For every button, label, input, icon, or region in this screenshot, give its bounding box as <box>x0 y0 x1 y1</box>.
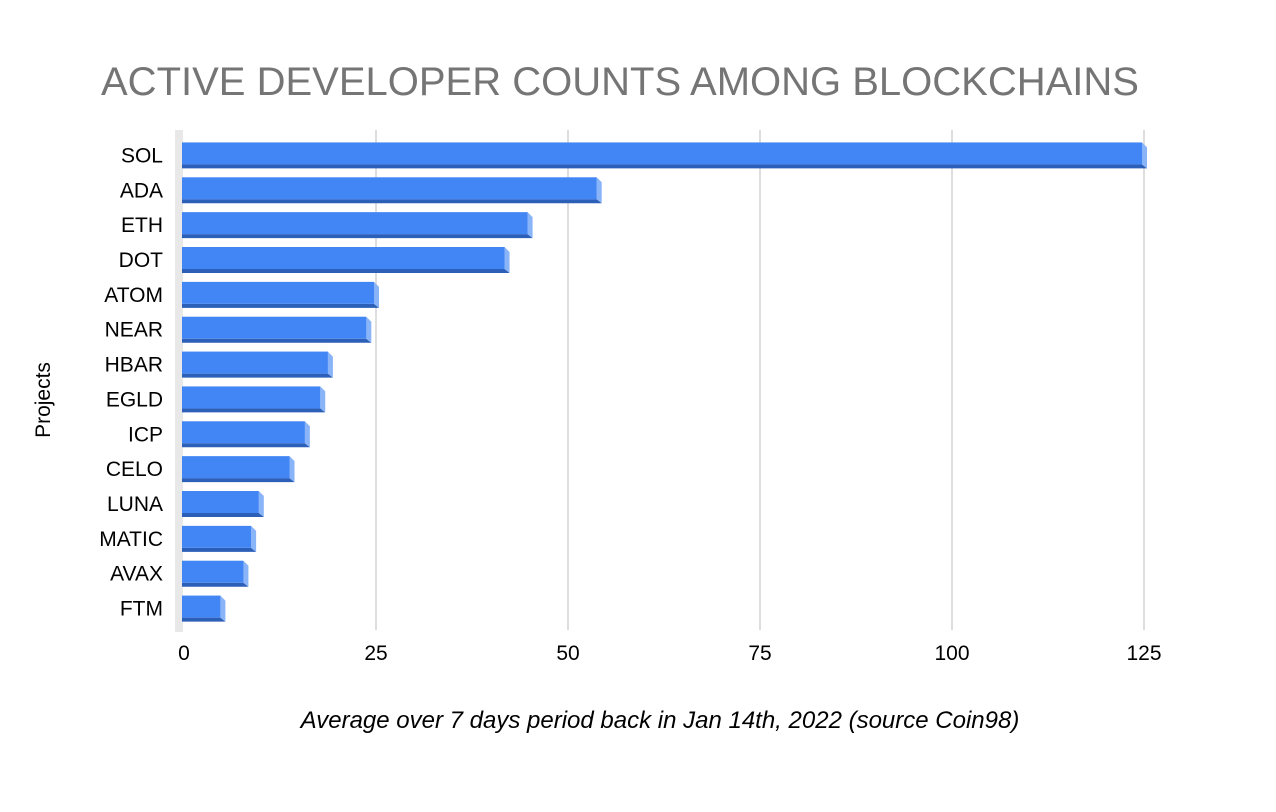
bar-face <box>182 560 244 583</box>
bar-near <box>182 316 372 343</box>
x-tick-label: 125 <box>1126 642 1161 665</box>
bar-cap <box>304 421 310 448</box>
bar-face <box>182 281 374 304</box>
category-label: NEAR <box>105 319 163 342</box>
bar-face <box>182 595 221 618</box>
bar-shadow <box>182 338 372 343</box>
bar-cap <box>527 212 533 239</box>
category-label: LUNA <box>107 493 163 516</box>
y-axis-title: Projects <box>32 362 55 438</box>
category-label: EGLD <box>106 388 163 411</box>
bar-cap <box>258 491 264 517</box>
bar-face <box>182 421 305 444</box>
x-tick-label: 25 <box>364 642 387 665</box>
bar-shadow <box>182 617 226 622</box>
category-label: CELO <box>106 458 163 481</box>
bar-luna <box>182 491 264 517</box>
bar-shadow <box>182 269 510 273</box>
axis-floor-wall <box>175 130 183 632</box>
bar-atom <box>182 281 379 308</box>
bar-shadow <box>182 443 310 448</box>
bar-face <box>182 247 505 269</box>
bar-shadow <box>182 234 533 239</box>
bar-face <box>182 491 259 513</box>
bar-ada <box>182 177 602 204</box>
bar-egld <box>182 386 326 413</box>
x-tick-labels: 0 25 50 75 100 125 <box>178 642 1161 665</box>
bar-face <box>182 386 321 409</box>
bar-matic <box>182 525 257 552</box>
category-label: ATOM <box>104 284 163 307</box>
bar-hbar <box>182 351 333 378</box>
bar-shadow <box>182 513 264 517</box>
bar-cap <box>251 525 257 552</box>
bar-cap <box>1142 142 1147 169</box>
category-label: AVAX <box>110 563 163 586</box>
bar-cap <box>320 386 326 413</box>
x-tick-label: 75 <box>748 642 771 665</box>
chart-title: ACTIVE DEVELOPER COUNTS AMONG BLOCKCHAIN… <box>101 60 1139 104</box>
bar-face <box>182 351 328 374</box>
gridlines <box>375 130 1145 630</box>
category-label: ETH <box>121 214 163 237</box>
bar-cap <box>596 177 602 204</box>
bar-cap <box>289 456 295 483</box>
bar-face <box>182 456 290 479</box>
bar-shadow <box>182 373 333 378</box>
bar-icp <box>182 421 310 448</box>
bar-shadow <box>182 582 249 587</box>
bar-face <box>182 212 528 235</box>
category-label: HBAR <box>105 354 163 377</box>
bar-sol <box>182 142 1147 169</box>
category-labels: SOL ADA ETH DOT ATOM NEAR HBAR EGLD ICP CELO LUNA M… <box>99 144 163 620</box>
bar-face <box>182 177 597 200</box>
bar-cap <box>504 247 510 273</box>
bar-shadow <box>182 303 379 308</box>
category-label: DOT <box>119 249 164 272</box>
category-label: MATIC <box>99 528 163 551</box>
bar-cap <box>374 281 379 308</box>
category-label: ADA <box>120 179 163 202</box>
bar-shadow <box>182 478 295 483</box>
axis-floor <box>175 130 183 632</box>
bar-face <box>182 525 252 548</box>
category-label: FTM <box>120 598 163 621</box>
bar-cap <box>220 595 226 622</box>
category-label: SOL <box>121 144 163 167</box>
x-tick-label: 0 <box>178 642 190 665</box>
bar-ftm <box>182 595 226 622</box>
bar-shadow <box>182 199 602 204</box>
bars <box>182 142 1147 622</box>
bar-shadow <box>182 164 1147 169</box>
bar-dot <box>182 247 510 273</box>
bar-face <box>182 142 1142 165</box>
bar-face <box>182 316 367 339</box>
bar-cap <box>327 351 333 378</box>
x-tick-label: 100 <box>934 642 969 665</box>
x-axis-title: Average over 7 days period back in Jan 1… <box>299 707 1020 734</box>
bar-shadow <box>182 408 326 413</box>
bar-shadow <box>182 547 257 552</box>
bar-eth <box>182 212 533 239</box>
bar-avax <box>182 560 249 587</box>
bar-celo <box>182 456 295 483</box>
bar-cap <box>366 316 372 343</box>
category-label: ICP <box>128 423 163 446</box>
x-tick-label: 50 <box>556 642 579 665</box>
bar-cap <box>243 560 249 587</box>
